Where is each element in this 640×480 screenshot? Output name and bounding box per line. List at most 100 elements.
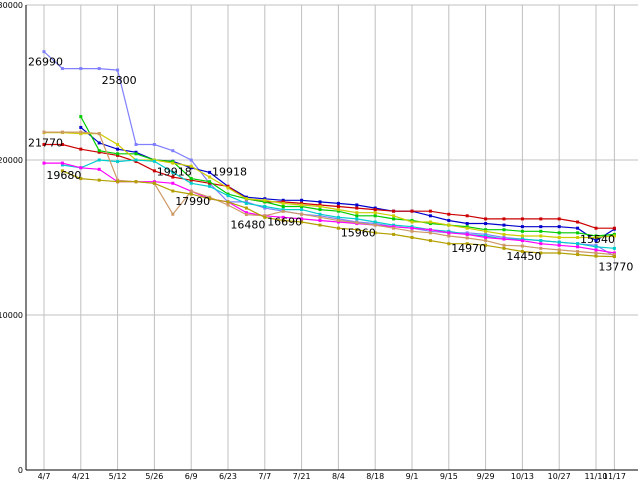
data-point — [373, 223, 377, 227]
data-point — [97, 167, 101, 171]
data-point — [244, 213, 248, 217]
data-point — [410, 209, 414, 213]
data-point — [520, 229, 524, 233]
data-point — [539, 251, 543, 255]
data-point — [576, 249, 580, 253]
data-point — [502, 228, 506, 232]
data-point — [520, 217, 524, 221]
data-point — [171, 161, 175, 165]
data-point — [336, 220, 340, 224]
data-point — [594, 226, 598, 230]
y-tick-label: 20000 — [0, 156, 23, 165]
data-point — [465, 226, 469, 230]
data-point — [336, 205, 340, 208]
data-point — [392, 223, 396, 227]
data-point — [410, 229, 414, 233]
data-point — [612, 253, 616, 257]
data-point — [373, 222, 377, 226]
data-point — [594, 245, 598, 249]
data-label: 15960 — [341, 227, 376, 240]
data-point — [465, 225, 469, 229]
data-point — [373, 231, 377, 235]
data-point — [189, 192, 193, 196]
data-point — [539, 246, 543, 250]
data-point — [226, 194, 230, 198]
data-point — [355, 217, 359, 221]
data-point — [355, 211, 359, 215]
data-point — [447, 231, 451, 235]
data-point — [189, 181, 193, 185]
data-point — [502, 223, 506, 227]
data-point — [373, 214, 377, 218]
data-point — [208, 195, 212, 199]
data-point — [484, 234, 488, 238]
data-point — [300, 208, 304, 212]
data-point — [502, 236, 506, 239]
data-point — [520, 244, 524, 248]
data-point — [116, 68, 120, 72]
data-point — [318, 208, 322, 212]
data-point — [97, 158, 101, 162]
data-point — [226, 203, 230, 207]
x-tick-label: 11/10 — [584, 472, 607, 480]
data-point — [134, 143, 138, 146]
data-point — [576, 226, 580, 230]
data-point — [447, 229, 451, 233]
data-point — [226, 186, 230, 190]
data-point — [465, 231, 469, 235]
data-point — [373, 211, 377, 215]
x-tick-label: 5/26 — [145, 472, 163, 480]
data-point — [336, 215, 340, 219]
data-point — [116, 180, 120, 184]
data-point — [336, 217, 340, 221]
data-point — [281, 200, 285, 204]
data-point — [208, 170, 212, 174]
data-point — [484, 217, 488, 221]
data-point — [447, 242, 451, 246]
data-point — [557, 231, 561, 235]
data-point — [171, 189, 175, 193]
data-point — [428, 229, 432, 233]
data-point — [318, 218, 322, 222]
data-point — [60, 161, 64, 165]
data-point — [134, 150, 138, 154]
data-point — [465, 242, 469, 246]
data-point — [79, 67, 83, 71]
data-point — [318, 205, 322, 208]
data-point — [373, 208, 377, 212]
series-layer — [42, 50, 616, 259]
data-point — [336, 201, 340, 205]
data-point — [42, 161, 46, 165]
data-point — [594, 239, 598, 243]
data-point — [410, 220, 414, 224]
data-point — [502, 246, 506, 250]
data-point — [410, 218, 414, 222]
data-point — [300, 217, 304, 221]
data-point — [447, 234, 451, 238]
data-point — [79, 147, 83, 151]
data-point — [281, 209, 285, 213]
data-point — [520, 225, 524, 229]
data-point — [318, 212, 322, 216]
data-point — [594, 254, 598, 258]
data-point — [392, 226, 396, 230]
data-point — [79, 115, 83, 119]
data-point — [263, 215, 267, 219]
data-point — [502, 232, 506, 236]
data-point — [447, 218, 451, 222]
data-point — [79, 177, 83, 181]
data-point — [355, 221, 359, 225]
data-point — [336, 208, 340, 212]
data-point — [520, 249, 524, 253]
data-point — [263, 198, 267, 202]
data-point — [152, 169, 156, 173]
data-point — [171, 181, 175, 185]
data-label: 17990 — [175, 195, 210, 208]
data-point — [465, 214, 469, 218]
data-point — [576, 253, 580, 257]
data-point — [244, 211, 248, 215]
data-point — [410, 226, 414, 230]
data-point — [208, 175, 212, 179]
data-point — [594, 243, 598, 247]
data-point — [539, 234, 543, 238]
